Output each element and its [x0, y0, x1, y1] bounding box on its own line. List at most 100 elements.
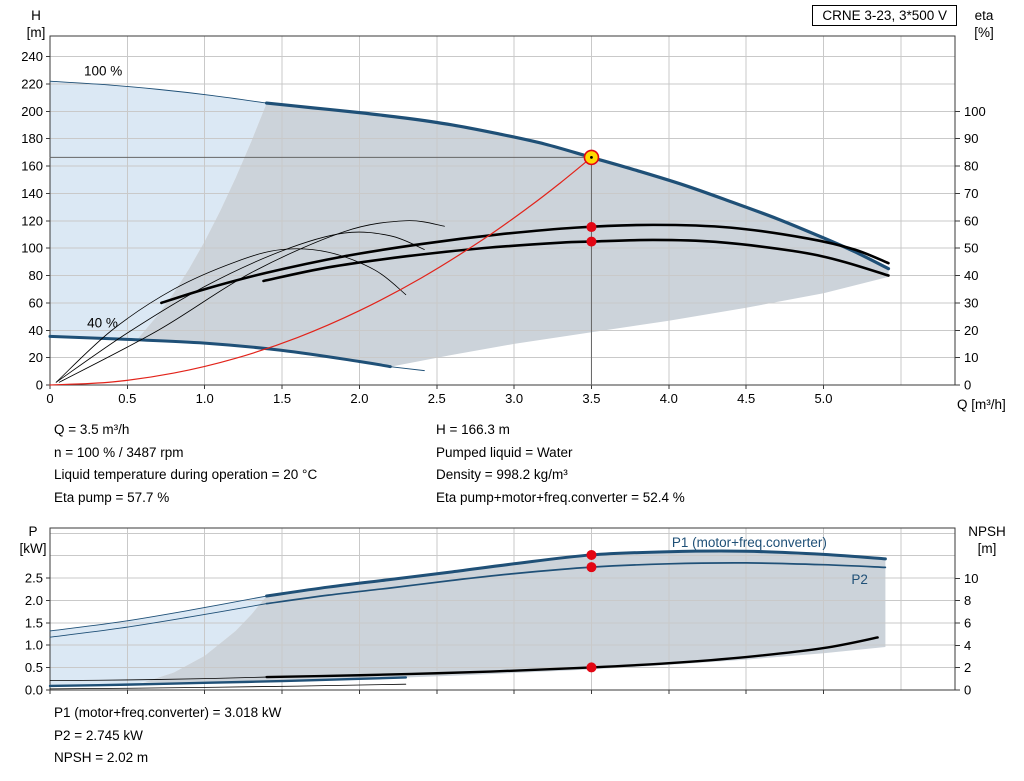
power-envelope-light	[50, 596, 267, 686]
info-line: P1 (motor+freq.converter) = 3.018 kW	[54, 705, 282, 720]
tick-label-right: 2	[964, 660, 971, 675]
label-100pct: 100 %	[84, 64, 122, 79]
label-40pct: 40 %	[87, 316, 118, 331]
tick-label-left: 160	[21, 159, 43, 174]
tick-label-right: 70	[964, 186, 978, 201]
p1-curve	[265, 549, 887, 598]
npsh-low-thin	[49, 683, 407, 690]
tick-label-left: 0.5	[25, 660, 43, 675]
tick-label-left: 0.0	[25, 683, 43, 698]
pump-curve-40pct-thin	[389, 366, 425, 372]
tick-label-x: 1.0	[196, 391, 214, 406]
tick-label-x: 4.0	[660, 391, 678, 406]
tick-label-x: 5.0	[814, 391, 832, 406]
tick-label-right: 0	[964, 378, 971, 393]
label-p1: P1 (motor+freq.converter)	[672, 535, 827, 550]
tick-label-right: 50	[964, 241, 978, 256]
p2-curve	[265, 562, 887, 605]
tick-label-left: 120	[21, 213, 43, 228]
p2-curve-thin	[49, 603, 268, 638]
info-line: Eta pump = 57.7 %	[54, 489, 170, 505]
tick-label-x: 1.5	[273, 391, 291, 406]
tick-label-right: 0	[964, 683, 971, 698]
tick-label-left: 60	[29, 295, 43, 310]
info-line: n = 100 % / 3487 rpm	[54, 444, 184, 460]
tick-label-right: 10	[964, 571, 978, 586]
tick-label-right: 90	[964, 131, 978, 146]
info-line: P2 = 2.745 kW	[54, 727, 143, 743]
p2-point	[586, 562, 597, 573]
tick-label-left: 100	[21, 241, 43, 256]
tick-label-left: 20	[29, 350, 43, 365]
tick-label-left: 80	[29, 268, 43, 283]
tick-label-right: 100	[964, 104, 986, 119]
p1-point	[586, 549, 597, 560]
npsh-axis-title-unit: [m]	[977, 541, 997, 556]
chart-frame	[49, 527, 956, 691]
eta-axis-title: eta [%]	[962, 7, 1006, 41]
tick-label-right: 4	[964, 638, 971, 653]
pump-curve-100pct-thin	[49, 80, 268, 104]
eta-pump-point	[586, 222, 597, 233]
tick-label-left: 240	[21, 49, 43, 64]
p-axis-title-symbol: P	[28, 524, 38, 539]
tick-label-x: 3.5	[582, 391, 600, 406]
tick-label-left: 220	[21, 76, 43, 91]
eta-total-point	[586, 236, 597, 247]
tick-label-x: 2.5	[428, 391, 446, 406]
speed-envelope-light	[50, 81, 267, 340]
tick-label-x: 4.5	[737, 391, 755, 406]
info-line: Pumped liquid = Water	[436, 444, 573, 460]
q-axis-title: Q [m³/h]	[957, 397, 1006, 412]
npsh-point	[586, 662, 597, 673]
info-line: Density = 998.2 kg/m³	[436, 467, 568, 482]
eta-axis-title-symbol: eta	[974, 8, 994, 23]
eta-axis-title-unit: [%]	[974, 25, 994, 40]
eta-arc-reduced-speed-1	[55, 248, 407, 383]
tick-label-right: 30	[964, 295, 978, 310]
tick-label-right: 60	[964, 213, 978, 228]
tick-label-x: 0	[46, 391, 53, 406]
tick-label-x: 3.0	[505, 391, 523, 406]
eta-pump-curve	[160, 223, 890, 305]
tick-label-x: 2.0	[350, 391, 368, 406]
tick-label-x: 0.5	[118, 391, 136, 406]
info-line: NPSH = 2.02 m	[54, 750, 149, 765]
pump-model-badge: CRNE 3-23, 3*500 V	[812, 5, 957, 26]
tick-label-left: 1.0	[25, 638, 43, 653]
affinity-curve-red	[49, 156, 593, 386]
tick-label-right: 10	[964, 350, 978, 365]
h-axis-title-symbol: H	[31, 8, 41, 23]
tick-label-left: 40	[29, 323, 43, 338]
p1-curve-thin	[49, 595, 268, 632]
info-line: Q = 3.5 m³/h	[54, 422, 130, 437]
duty-info-right: H = 166.3 m Pumped liquid = Water Density …	[436, 419, 685, 509]
tick-label-right: 20	[964, 323, 978, 338]
info-line: Liquid temperature during operation = 20…	[54, 467, 318, 482]
info-line: Eta pump+motor+freq.converter = 52.4 %	[436, 489, 685, 505]
duty-info-left: Q = 3.5 m³/h n = 100 % / 3487 rpm Liquid t…	[54, 419, 317, 509]
chart-frame	[49, 35, 956, 386]
h-axis-title-unit: [m]	[26, 25, 46, 40]
h-axis-title: H [m]	[16, 7, 56, 41]
tick-label-left: 1.5	[25, 615, 43, 630]
npsh-axis-title: NPSH [m]	[958, 523, 1016, 557]
tick-label-left: 2.5	[25, 571, 43, 586]
npsh-axis-title-symbol: NPSH	[968, 524, 1006, 539]
tick-label-left: 180	[21, 131, 43, 146]
info-line: H = 166.3 m	[436, 422, 510, 437]
tick-label-left: 200	[21, 104, 43, 119]
tick-label-right: 80	[964, 159, 978, 174]
tick-label-right: 8	[964, 593, 971, 608]
eta-arc-reduced-speed-3	[58, 220, 445, 383]
tick-label-right: 40	[964, 268, 978, 283]
p-axis-title: P [kW]	[10, 523, 56, 557]
power-info: P1 (motor+freq.converter) = 3.018 kW P2 =…	[54, 702, 281, 770]
duty-point-center	[590, 155, 593, 159]
tick-label-left: 2.0	[25, 593, 43, 608]
tick-label-right: 6	[964, 615, 971, 630]
label-p2: P2	[851, 572, 868, 587]
eta-arc-reduced-speed-2	[55, 231, 425, 383]
